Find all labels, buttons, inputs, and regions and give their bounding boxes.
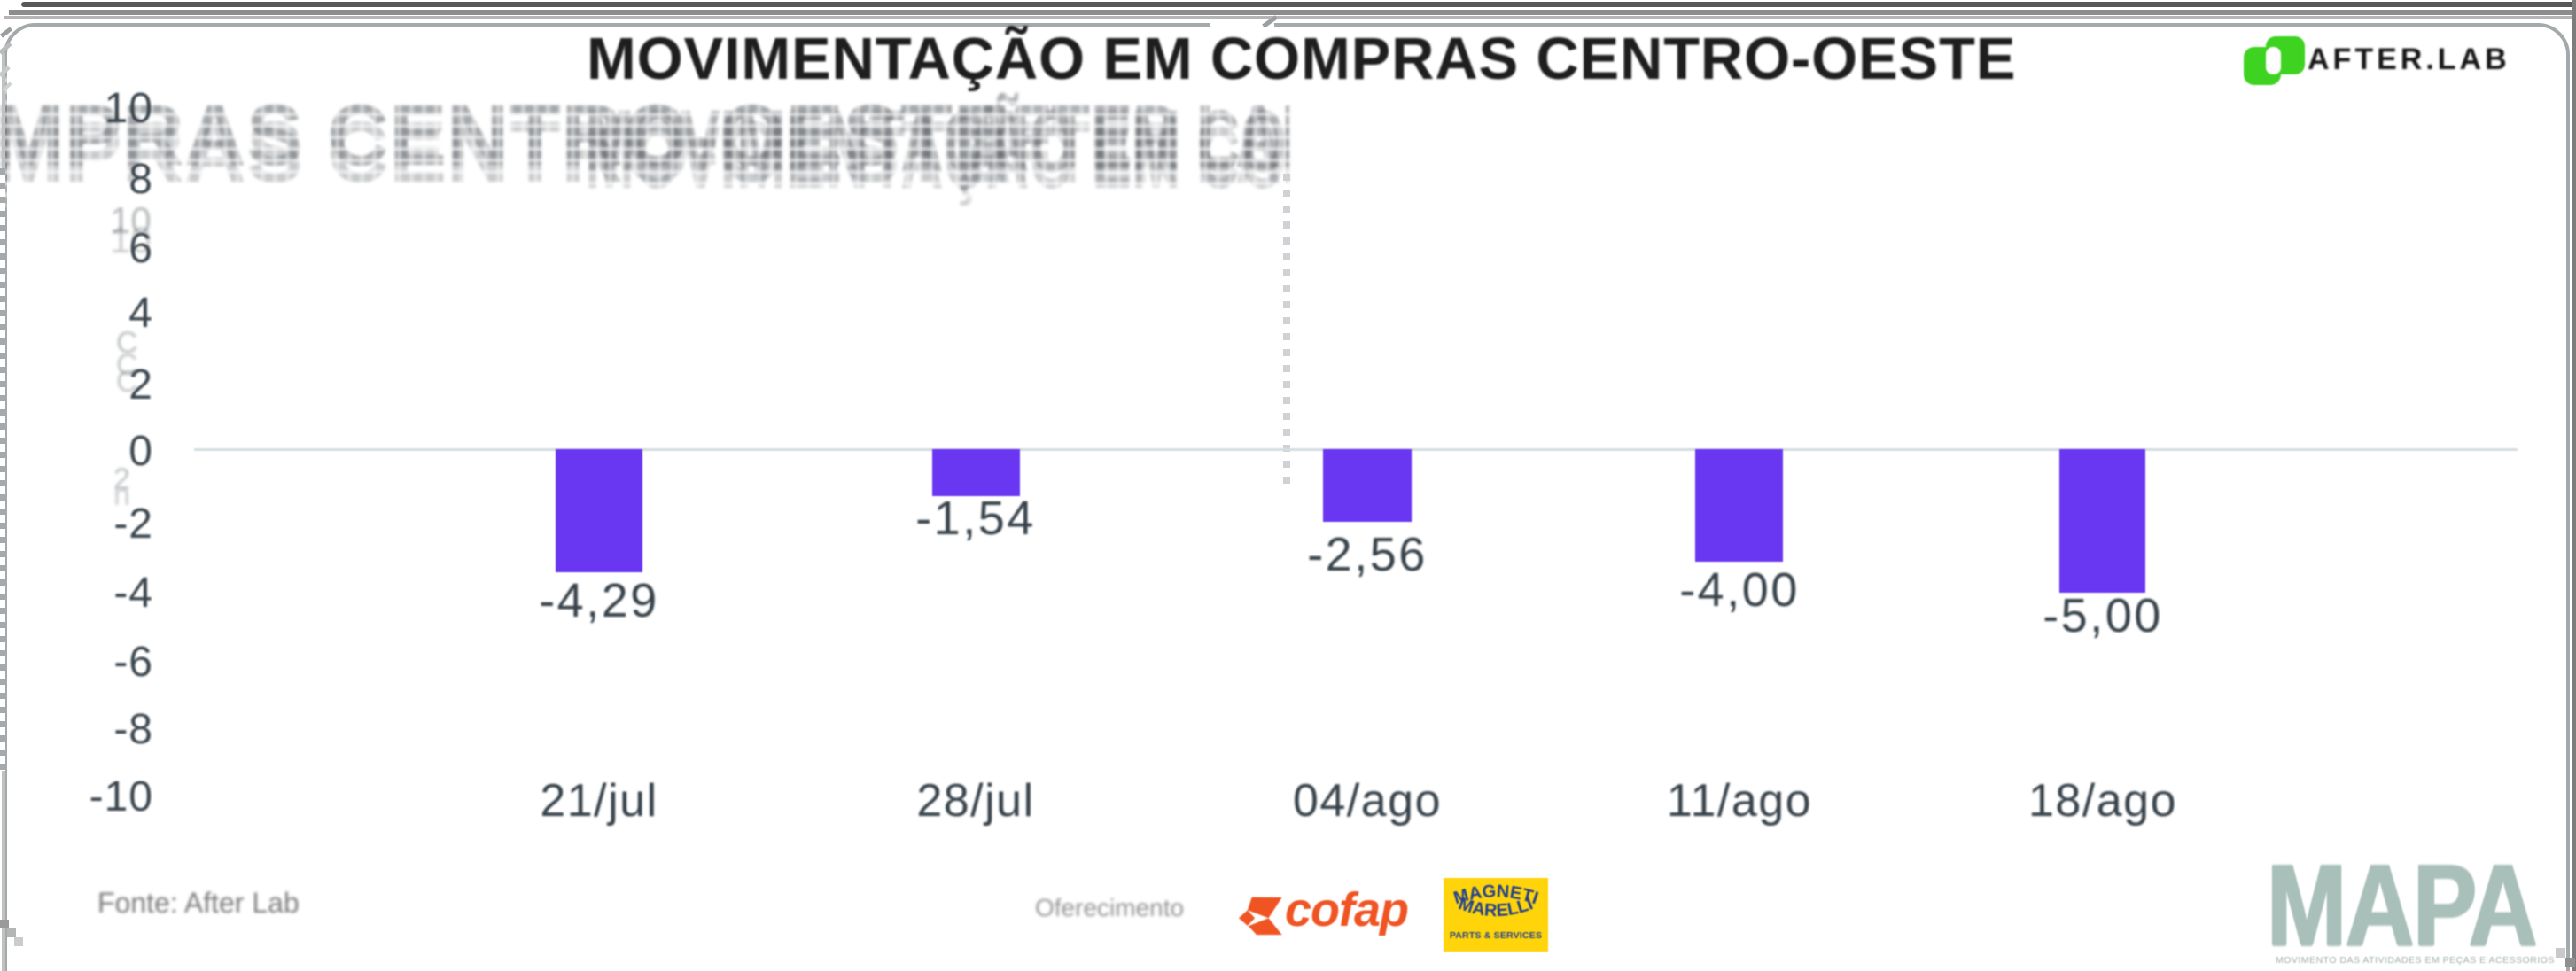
- svg-text:PARTS & SERVICES: PARTS & SERVICES: [1450, 930, 1542, 941]
